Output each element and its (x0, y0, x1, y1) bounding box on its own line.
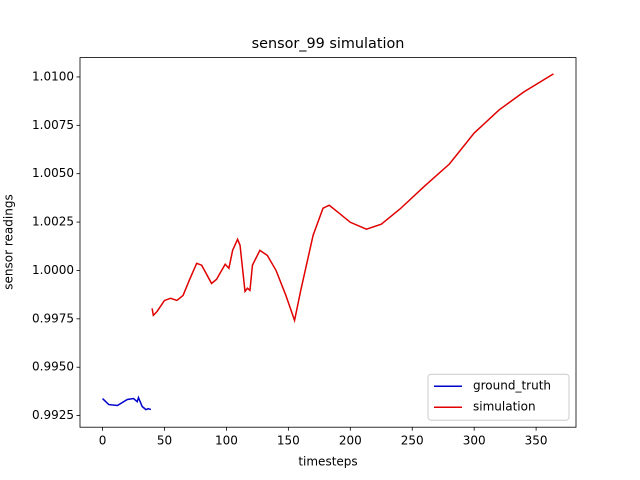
chart-title: sensor_99 simulation (252, 36, 405, 52)
plot-frame (79, 57, 577, 428)
x-tick-label: 350 (525, 434, 548, 448)
legend-label: simulation (473, 400, 536, 414)
x-tick-label: 250 (401, 434, 424, 448)
y-tick-label: 1.0050 (32, 166, 74, 180)
legend-label: ground_truth (473, 379, 551, 393)
series-line (102, 395, 152, 411)
x-tick-label: 0 (99, 434, 107, 448)
x-tick-label: 100 (215, 434, 238, 448)
y-tick-label: 1.0000 (32, 263, 74, 277)
y-tick-label: 1.0100 (32, 69, 74, 83)
x-tick-label: 150 (277, 434, 300, 448)
x-axis-label: timesteps (298, 455, 357, 469)
x-tick-label: 50 (157, 434, 172, 448)
y-axis-label: sensor readings (2, 194, 16, 289)
y-tick-label: 0.9950 (32, 360, 74, 374)
y-tick-label: 0.9925 (32, 408, 74, 422)
series-line (151, 73, 554, 324)
y-tick-label: 1.0075 (32, 118, 74, 132)
legend-box (427, 373, 570, 421)
y-tick-label: 0.9975 (32, 311, 74, 325)
x-tick-label: 200 (339, 434, 362, 448)
x-tick-label: 300 (463, 434, 486, 448)
y-tick-label: 1.0025 (32, 215, 74, 229)
legend: ground_truth simulation (427, 373, 570, 421)
